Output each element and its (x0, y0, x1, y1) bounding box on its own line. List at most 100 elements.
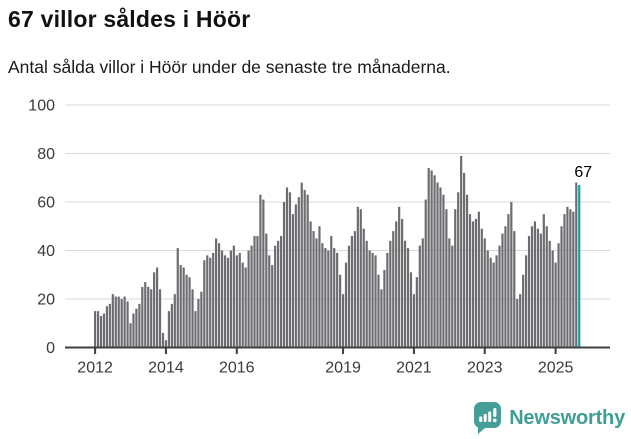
bar (117, 296, 120, 348)
bar (424, 199, 427, 348)
y-axis-tick-label: 60 (37, 195, 55, 212)
brand-footer[interactable]: Newsworthy (474, 401, 625, 435)
bar (460, 155, 463, 348)
bar (557, 243, 560, 348)
bar (135, 308, 138, 348)
x-axis-tick-label: 2019 (325, 360, 361, 377)
bar (194, 311, 197, 348)
bar (474, 218, 478, 348)
bar (501, 233, 504, 348)
bar (265, 233, 268, 348)
bar (321, 243, 324, 348)
bar (451, 245, 454, 348)
highlight-value-label: 67 (574, 164, 592, 181)
bar (371, 252, 374, 348)
bar (206, 255, 209, 348)
bar (241, 262, 244, 348)
bar (380, 289, 383, 348)
x-axis-tick-label: 2021 (396, 360, 432, 377)
bar (560, 226, 563, 348)
bar (527, 235, 531, 348)
bar (563, 214, 566, 348)
bar (477, 211, 480, 348)
bar (350, 235, 354, 348)
bar (569, 209, 572, 348)
bar (191, 289, 194, 348)
bar (548, 240, 551, 348)
bar (223, 255, 227, 348)
bar (403, 240, 407, 348)
brand-name: Newsworthy (509, 406, 625, 429)
bar (164, 340, 168, 348)
x-axis-tick-label: 2014 (148, 360, 184, 377)
bar (386, 252, 389, 348)
bar (220, 250, 224, 348)
bar (457, 192, 460, 348)
x-axis-tick-label: 2025 (538, 360, 574, 377)
y-axis-tick-label: 80 (37, 146, 55, 163)
bar (256, 235, 259, 348)
bar (150, 289, 153, 348)
chart-area: 0 20 40 60 80 100 2012 2014 2016 2019 2021 2023 2025… (0, 95, 631, 395)
bar (247, 250, 250, 348)
bar (138, 303, 141, 348)
bar (232, 245, 235, 348)
bar (566, 206, 569, 348)
bar (519, 294, 522, 348)
bar (126, 301, 129, 348)
bar (161, 332, 165, 348)
bar (436, 182, 439, 348)
bar (492, 262, 495, 348)
bar (516, 299, 519, 348)
bar (226, 257, 230, 348)
x-axis-tick-label: 2012 (77, 360, 113, 377)
bar (173, 294, 176, 348)
bar (344, 262, 348, 348)
bar (524, 255, 528, 348)
bar (483, 238, 486, 348)
bar (120, 299, 123, 348)
bar (217, 243, 221, 348)
bar (179, 265, 182, 348)
y-axis-tick-label: 40 (37, 243, 55, 260)
bar (253, 235, 256, 348)
bar (433, 175, 436, 348)
bar (132, 313, 135, 348)
bar (495, 255, 498, 348)
bar (306, 194, 309, 348)
highlighted-bar (578, 185, 581, 348)
x-axis-tick-label: 2016 (219, 360, 255, 377)
bar (339, 274, 342, 348)
bar (401, 218, 404, 348)
bar (291, 214, 294, 348)
bar (318, 226, 321, 348)
bar (468, 214, 472, 348)
bar (235, 255, 238, 348)
bar (480, 228, 483, 348)
bar (315, 238, 318, 348)
bar (412, 294, 416, 348)
bar (111, 294, 114, 348)
bar (421, 238, 424, 348)
bar (353, 231, 356, 348)
bar (406, 248, 410, 348)
bar (312, 231, 315, 348)
bar (176, 248, 179, 348)
bar (129, 323, 132, 348)
newsworthy-logo-icon (474, 402, 502, 434)
bar (96, 311, 100, 348)
bar-chart: 0 20 40 60 80 100 2012 2014 2016 2019 2021 2023 2025… (28, 98, 610, 377)
bar (147, 286, 150, 348)
bar (229, 250, 232, 348)
bar (309, 221, 312, 348)
bar (215, 238, 218, 348)
bar (430, 170, 433, 348)
bar (471, 221, 475, 348)
bar (439, 187, 442, 348)
bar (486, 250, 489, 348)
bar (409, 272, 413, 348)
bar (94, 311, 97, 348)
bar (185, 274, 188, 348)
bar (158, 289, 162, 348)
